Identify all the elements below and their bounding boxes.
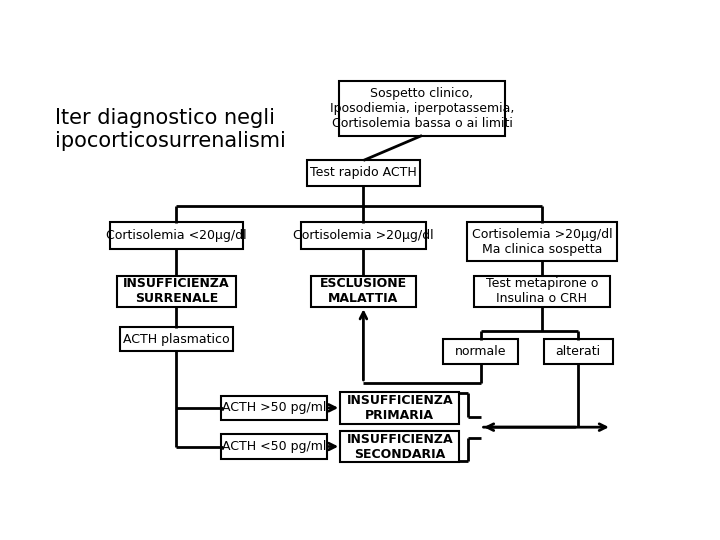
- FancyBboxPatch shape: [474, 275, 610, 307]
- Text: INSUFFICIENZA
PRIMARIA: INSUFFICIENZA PRIMARIA: [346, 394, 453, 422]
- FancyBboxPatch shape: [467, 222, 617, 261]
- Text: ACTH >50 pg/ml: ACTH >50 pg/ml: [222, 401, 326, 414]
- Text: normale: normale: [455, 345, 506, 358]
- Text: ACTH <50 pg/ml: ACTH <50 pg/ml: [222, 440, 326, 453]
- FancyBboxPatch shape: [222, 396, 327, 420]
- Text: ESCLUSIONE
MALATTIA: ESCLUSIONE MALATTIA: [320, 278, 407, 306]
- Text: Cortisolemia <20μg/dl: Cortisolemia <20μg/dl: [106, 229, 247, 242]
- Text: ACTH plasmatico: ACTH plasmatico: [123, 333, 230, 346]
- Text: INSUFFICIENZA
SECONDARIA: INSUFFICIENZA SECONDARIA: [346, 433, 453, 461]
- Text: alterati: alterati: [556, 345, 600, 358]
- Text: INSUFFICIENZA
SURRENALE: INSUFFICIENZA SURRENALE: [123, 278, 230, 306]
- Text: Test rapido ACTH: Test rapido ACTH: [310, 166, 417, 179]
- FancyBboxPatch shape: [307, 160, 420, 186]
- FancyBboxPatch shape: [340, 431, 459, 462]
- FancyBboxPatch shape: [311, 275, 416, 307]
- FancyBboxPatch shape: [120, 327, 233, 352]
- Text: Test metapirone o
Insulina o CRH: Test metapirone o Insulina o CRH: [486, 278, 598, 306]
- Text: Iter diagnostico negli
ipocorticosurrenalismi: Iter diagnostico negli ipocorticosurrena…: [55, 107, 287, 151]
- FancyBboxPatch shape: [301, 222, 426, 248]
- FancyBboxPatch shape: [338, 80, 505, 136]
- FancyBboxPatch shape: [117, 275, 236, 307]
- FancyBboxPatch shape: [444, 340, 518, 364]
- Text: Cortisolemia >20μg/dl: Cortisolemia >20μg/dl: [293, 229, 433, 242]
- FancyBboxPatch shape: [222, 434, 327, 459]
- FancyBboxPatch shape: [544, 340, 613, 364]
- Text: Sospetto clinico,
Iposodiemia, iperpotassemia,
Cortisolemia bassa o ai limiti: Sospetto clinico, Iposodiemia, iperpotas…: [330, 87, 514, 130]
- FancyBboxPatch shape: [110, 222, 243, 248]
- FancyBboxPatch shape: [340, 392, 459, 424]
- Text: Cortisolemia >20μg/dl
Ma clinica sospetta: Cortisolemia >20μg/dl Ma clinica sospett…: [472, 227, 612, 255]
